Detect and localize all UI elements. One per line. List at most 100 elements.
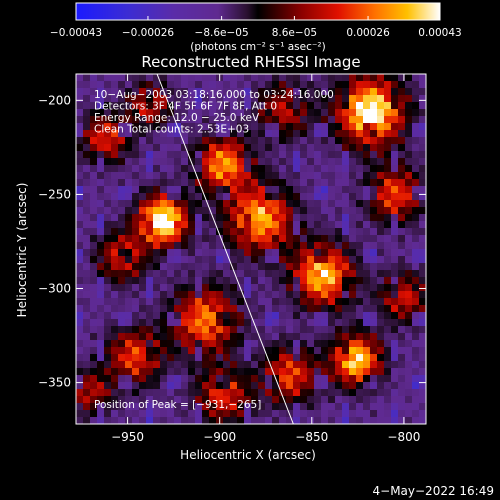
heatmap-cell bbox=[174, 368, 182, 376]
heatmap-cell bbox=[391, 291, 399, 299]
heatmap-cell bbox=[230, 81, 238, 89]
heatmap-cell bbox=[258, 81, 266, 89]
heatmap-cell bbox=[300, 109, 308, 117]
heatmap-cell bbox=[293, 396, 301, 404]
heatmap-cell bbox=[111, 228, 119, 236]
heatmap-cell bbox=[251, 88, 259, 96]
heatmap-cell bbox=[321, 200, 329, 208]
heatmap-cell bbox=[146, 130, 154, 138]
heatmap-cell bbox=[90, 403, 98, 411]
heatmap-cell bbox=[111, 88, 119, 96]
heatmap-cell bbox=[90, 81, 98, 89]
heatmap-cell bbox=[167, 221, 175, 229]
heatmap-cell bbox=[279, 95, 287, 103]
heatmap-cell bbox=[349, 88, 357, 96]
heatmap-cell bbox=[76, 277, 84, 285]
heatmap-cell bbox=[174, 298, 182, 306]
heatmap-cell bbox=[398, 263, 406, 271]
heatmap-cell bbox=[272, 158, 280, 166]
heatmap-cell bbox=[342, 242, 350, 250]
x-axis-label: Heliocentric X (arcsec) bbox=[180, 448, 316, 462]
heatmap-cell bbox=[223, 417, 231, 424]
heatmap-cell bbox=[272, 354, 280, 362]
heatmap-cell bbox=[370, 256, 378, 264]
heatmap-cell bbox=[405, 109, 413, 117]
heatmap-cell bbox=[181, 130, 189, 138]
heatmap-cell bbox=[195, 193, 203, 201]
heatmap-cell bbox=[321, 221, 329, 229]
heatmap-cell bbox=[237, 277, 245, 285]
heatmap-cell bbox=[132, 88, 140, 96]
heatmap-cell bbox=[307, 403, 315, 411]
heatmap-cell bbox=[370, 158, 378, 166]
heatmap-cell bbox=[328, 340, 336, 348]
heatmap-cell bbox=[328, 200, 336, 208]
heatmap-cell bbox=[384, 361, 392, 369]
heatmap-cell bbox=[405, 410, 413, 418]
heatmap-cell bbox=[272, 263, 280, 271]
heatmap-cell bbox=[167, 354, 175, 362]
heatmap-cell bbox=[265, 361, 273, 369]
heatmap-cell bbox=[328, 179, 336, 187]
heatmap-cell bbox=[167, 368, 175, 376]
heatmap-cell bbox=[104, 368, 112, 376]
heatmap-cell bbox=[230, 186, 238, 194]
heatmap-cell bbox=[321, 81, 329, 89]
heatmap-cell bbox=[363, 263, 371, 271]
colorbar-tick-label: 0.00026 bbox=[346, 27, 390, 39]
heatmap-cell bbox=[244, 235, 252, 243]
heatmap-cell bbox=[244, 403, 252, 411]
heatmap-cell bbox=[146, 235, 154, 243]
heatmap-cell bbox=[76, 403, 84, 411]
heatmap-cell bbox=[300, 158, 308, 166]
heatmap-cell bbox=[209, 305, 217, 313]
heatmap-cell bbox=[293, 340, 301, 348]
heatmap-cell bbox=[300, 144, 308, 152]
heatmap-cell bbox=[293, 200, 301, 208]
heatmap-cell bbox=[349, 109, 357, 117]
heatmap-cell bbox=[125, 361, 133, 369]
heatmap-cell bbox=[132, 263, 140, 271]
heatmap-cell bbox=[153, 333, 161, 341]
heatmap-cell bbox=[125, 354, 133, 362]
heatmap-cell bbox=[90, 165, 98, 173]
heatmap-cell bbox=[286, 382, 294, 390]
heatmap-cell bbox=[139, 347, 147, 355]
heatmap-cell bbox=[97, 207, 105, 215]
heatmap-cell bbox=[181, 263, 189, 271]
heatmap-cell bbox=[398, 333, 406, 341]
heatmap-cell bbox=[419, 172, 426, 180]
heatmap-cell bbox=[216, 95, 224, 103]
heatmap-cell bbox=[307, 270, 315, 278]
heatmap-cell bbox=[314, 151, 322, 159]
heatmap-cell bbox=[286, 137, 294, 145]
heatmap-cell bbox=[335, 333, 343, 341]
heatmap-cell bbox=[76, 368, 84, 376]
heatmap-cell bbox=[300, 410, 308, 418]
heatmap-cell bbox=[125, 382, 133, 390]
heatmap-cell bbox=[258, 375, 266, 383]
heatmap-cell bbox=[391, 417, 399, 424]
heatmap-cell bbox=[377, 340, 385, 348]
heatmap-cell bbox=[384, 284, 392, 292]
heatmap-cell bbox=[237, 116, 245, 124]
heatmap-cell bbox=[335, 305, 343, 313]
heatmap-cell bbox=[356, 144, 364, 152]
heatmap-cell bbox=[97, 277, 105, 285]
colorbar-unit-label: (photons cm⁻² s⁻¹ asec⁻²) bbox=[190, 41, 325, 53]
heatmap-cell bbox=[83, 186, 91, 194]
heatmap-cell bbox=[167, 179, 175, 187]
heatmap-cell bbox=[300, 81, 308, 89]
heatmap-cell bbox=[398, 200, 406, 208]
heatmap-cell bbox=[258, 137, 266, 145]
heatmap-cell bbox=[412, 382, 420, 390]
heatmap-cell bbox=[76, 347, 84, 355]
heatmap-cell bbox=[195, 270, 203, 278]
heatmap-cell bbox=[265, 144, 273, 152]
heatmap-cell bbox=[258, 263, 266, 271]
heatmap-cell bbox=[132, 417, 140, 424]
heatmap-cell bbox=[237, 200, 245, 208]
heatmap-cell bbox=[118, 130, 126, 138]
heatmap-cell bbox=[251, 214, 259, 222]
heatmap-cell bbox=[293, 249, 301, 257]
